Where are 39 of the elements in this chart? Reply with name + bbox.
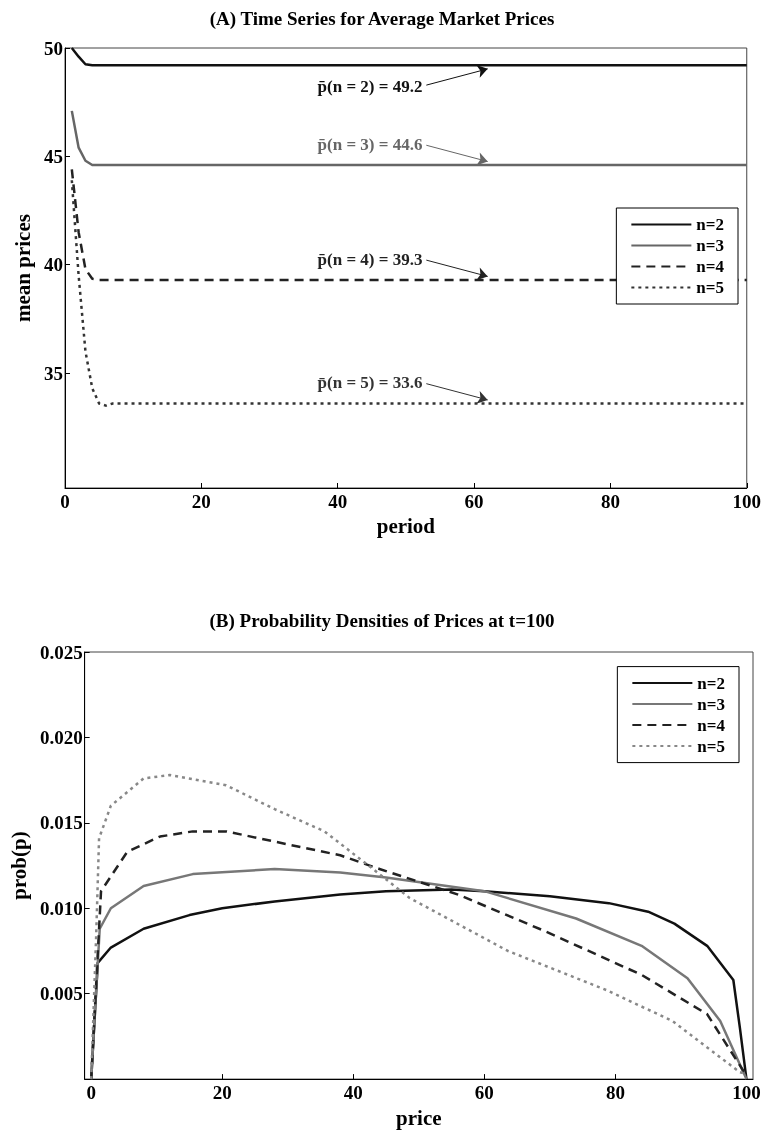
y-tick-label: 40 [44, 254, 63, 276]
annotation: p̄(n = 3) = 44.6 [317, 134, 423, 154]
legend-label: n=5 [697, 736, 726, 756]
x-tick-label: 60 [474, 1082, 494, 1104]
x-tick-label: 60 [464, 491, 484, 512]
chart-title: (B) Probability Densities of Prices at t=100 [209, 610, 555, 632]
legend-label: n=2 [696, 215, 725, 234]
x-axis-title: period [376, 514, 436, 539]
x-axis-title: price [396, 1105, 442, 1130]
x-tick-label: 80 [605, 1082, 625, 1104]
chart-title: (A) Time Series for Average Market Prices [209, 8, 555, 30]
y-tick-label: 45 [44, 145, 63, 167]
y-tick-label: 0.015 [39, 812, 83, 834]
x-tick-label: 0 [86, 1082, 96, 1104]
x-tick-label: 20 [191, 491, 211, 512]
annotation: p̄(n = 4) = 39.3 [317, 249, 423, 269]
legend-label: n=4 [697, 715, 726, 735]
x-tick-label: 40 [328, 491, 348, 512]
x-tick-label: 100 [732, 491, 761, 512]
y-tick-label: 35 [44, 362, 63, 384]
y-axis-title: mean prices [10, 214, 35, 322]
x-tick-label: 0 [60, 491, 70, 512]
legend-label: n=4 [696, 257, 725, 276]
y-tick-label: 0.025 [39, 641, 83, 663]
y-tick-label: 50 [44, 37, 63, 59]
annotation: p̄(n = 5) = 33.6 [317, 373, 423, 393]
y-axis-title: prob(p) [6, 831, 31, 900]
x-tick-label: 20 [212, 1082, 232, 1104]
y-tick-label: 0.020 [39, 726, 83, 748]
legend-label: n=5 [696, 278, 725, 297]
y-tick-label: 0.005 [39, 983, 83, 1005]
x-tick-label: 100 [732, 1082, 761, 1104]
y-tick-label: 0.010 [39, 897, 83, 919]
legend-label: n=2 [697, 673, 726, 693]
x-tick-label: 40 [343, 1082, 363, 1104]
annotation: p̄(n = 2) = 49.2 [317, 76, 423, 96]
legend-label: n=3 [697, 694, 726, 714]
x-tick-label: 80 [600, 491, 620, 512]
legend-label: n=3 [696, 236, 725, 255]
